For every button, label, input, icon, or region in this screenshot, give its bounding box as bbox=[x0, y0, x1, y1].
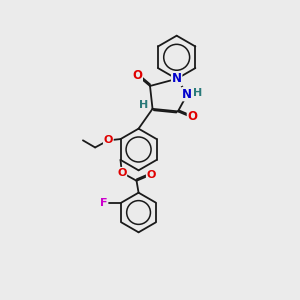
Text: H: H bbox=[194, 88, 202, 98]
Text: O: O bbox=[188, 110, 197, 124]
Text: O: O bbox=[117, 168, 127, 178]
Text: N: N bbox=[172, 72, 182, 86]
Text: O: O bbox=[103, 135, 113, 145]
Text: H: H bbox=[139, 100, 148, 110]
Text: O: O bbox=[132, 69, 142, 82]
Text: F: F bbox=[100, 198, 107, 208]
Text: N: N bbox=[182, 88, 192, 100]
Text: O: O bbox=[147, 170, 156, 180]
